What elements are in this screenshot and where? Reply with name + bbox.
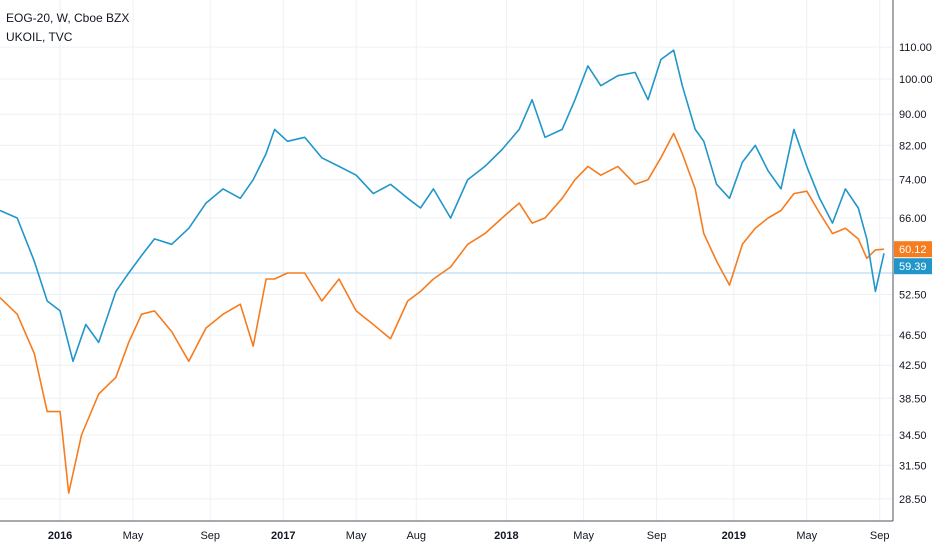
last-value-label: 59.39: [899, 261, 927, 273]
y-tick-label: 34.50: [899, 430, 927, 442]
x-tick-label: May: [796, 530, 817, 542]
legend-main-series[interactable]: EOG-20, W, Cboe BZX: [6, 11, 130, 25]
x-tick-label: 2016: [48, 530, 72, 542]
y-tick-label: 110.00: [899, 42, 932, 54]
y-tick-label: 52.50: [899, 290, 927, 302]
y-tick-label: 90.00: [899, 109, 927, 121]
y-tick-label: 46.50: [899, 330, 927, 342]
last-value-badge: [894, 258, 932, 275]
x-tick-label: Sep: [200, 530, 220, 542]
x-tick-label: May: [573, 530, 594, 542]
bottom-axis-background: [0, 521, 932, 550]
y-tick-label: 66.00: [899, 213, 927, 225]
legend: EOG-20, W, Cboe BZX UKOIL, TVC: [6, 9, 129, 47]
right-axis-background: [893, 0, 932, 550]
x-tick-label: 2017: [271, 530, 295, 542]
y-tick-label: 31.50: [899, 460, 927, 472]
series-lines: [0, 49, 885, 494]
y-tick-label: 82.00: [899, 140, 927, 152]
x-tick-label: May: [346, 530, 367, 542]
x-tick-label: 2019: [722, 530, 746, 542]
y-tick-label: 42.50: [899, 360, 927, 372]
x-tick-label: Aug: [406, 530, 426, 542]
grid-lines: [0, 0, 893, 521]
x-tick-label: Sep: [647, 530, 667, 542]
y-axis[interactable]: 110.00 100.00 90.00 82.00 74.00 66.00 52.50 46.…: [899, 42, 932, 506]
y-tick-label: 28.50: [899, 494, 927, 506]
y-tick-label: 38.50: [899, 393, 927, 405]
series-line: [0, 49, 885, 363]
last-value-badges: 60.12 59.39: [894, 241, 932, 275]
x-axis[interactable]: 2016 May Sep 2017 May Aug 2018 May Sep 2019 May Sep: [48, 530, 890, 542]
legend-compare-series[interactable]: UKOIL, TVC: [6, 30, 73, 44]
x-tick-label: Sep: [870, 530, 890, 542]
series-line: [0, 132, 885, 494]
y-tick-label: 74.00: [899, 175, 927, 187]
x-tick-label: May: [123, 530, 144, 542]
y-tick-label: 100.00: [899, 74, 932, 86]
last-value-badge: [894, 241, 932, 258]
x-tick-label: 2018: [494, 530, 518, 542]
last-value-label: 60.12: [899, 244, 927, 256]
